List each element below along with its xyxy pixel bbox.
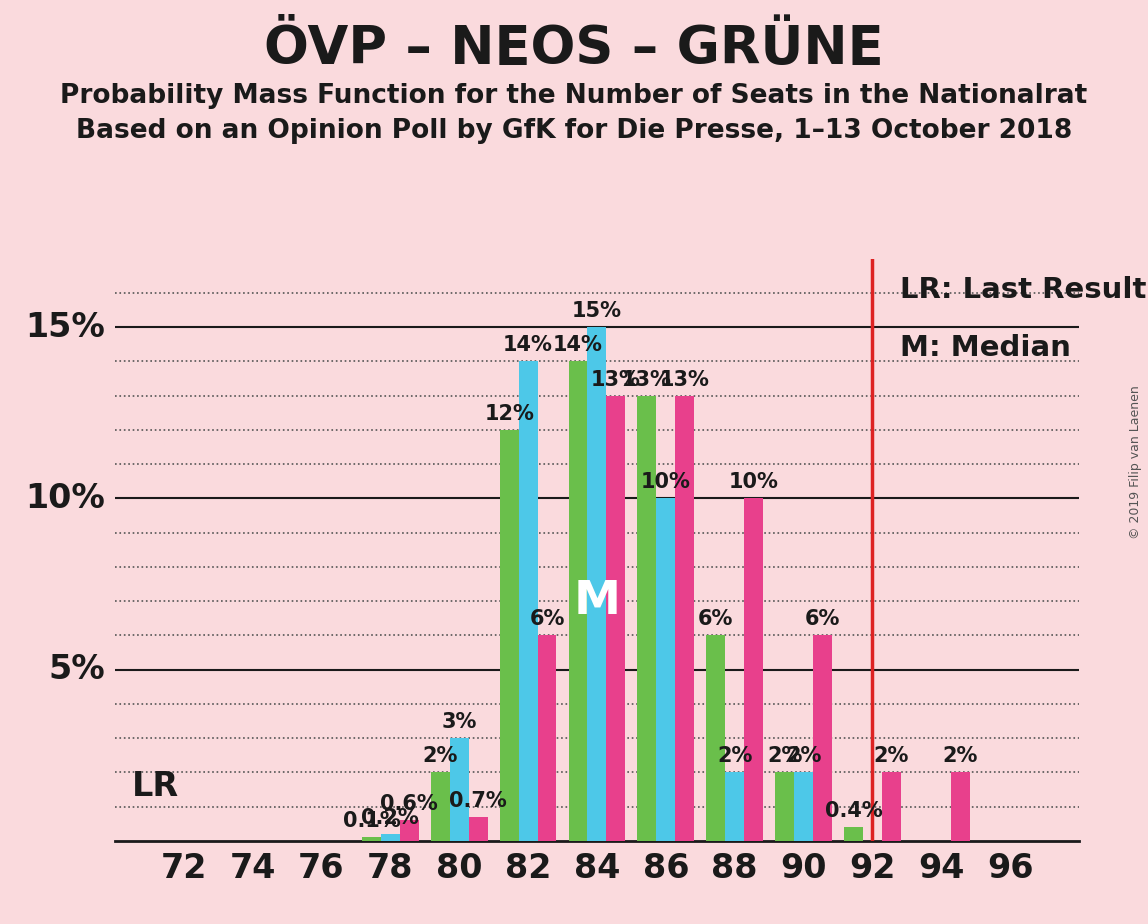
Text: 0.4%: 0.4% [824, 801, 883, 821]
Bar [813, 636, 832, 841]
Text: 2%: 2% [786, 747, 821, 766]
Bar [381, 834, 400, 841]
Bar [775, 772, 794, 841]
Bar [468, 817, 488, 841]
Text: 5%: 5% [48, 653, 106, 687]
Bar [499, 430, 519, 841]
Bar [519, 361, 537, 841]
Text: 14%: 14% [503, 335, 553, 356]
Text: 2%: 2% [943, 747, 978, 766]
Bar [882, 772, 901, 841]
Bar [400, 821, 419, 841]
Text: 0.2%: 0.2% [362, 808, 419, 828]
Bar [568, 361, 588, 841]
Text: 0.6%: 0.6% [380, 794, 439, 814]
Text: Based on an Opinion Poll by GfK for Die Presse, 1–13 October 2018: Based on an Opinion Poll by GfK for Die … [76, 118, 1072, 144]
Bar [726, 772, 744, 841]
Bar [430, 772, 450, 841]
Bar [744, 498, 763, 841]
Bar [362, 837, 381, 841]
Text: © 2019 Filip van Laenen: © 2019 Filip van Laenen [1130, 385, 1142, 539]
Bar [706, 636, 726, 841]
Text: 13%: 13% [622, 370, 672, 390]
Text: 13%: 13% [591, 370, 641, 390]
Text: 2%: 2% [718, 747, 752, 766]
Bar [537, 636, 557, 841]
Text: 13%: 13% [660, 370, 709, 390]
Text: 6%: 6% [529, 609, 565, 629]
Text: 10%: 10% [25, 482, 106, 515]
Bar [450, 738, 468, 841]
Text: 15%: 15% [572, 301, 622, 321]
Bar [675, 395, 695, 841]
Text: M: Median: M: Median [900, 334, 1071, 362]
Text: 6%: 6% [698, 609, 734, 629]
Text: 2%: 2% [422, 747, 458, 766]
Text: 10%: 10% [641, 472, 691, 492]
Text: LR: Last Result: LR: Last Result [900, 276, 1147, 304]
Bar [844, 827, 863, 841]
Bar [637, 395, 657, 841]
Text: 10%: 10% [729, 472, 778, 492]
Text: LR: LR [132, 770, 179, 803]
Bar [657, 498, 675, 841]
Text: 6%: 6% [805, 609, 840, 629]
Text: 0.7%: 0.7% [449, 791, 507, 810]
Bar [606, 395, 626, 841]
Text: Probability Mass Function for the Number of Seats in the Nationalrat: Probability Mass Function for the Number… [61, 83, 1087, 109]
Text: 3%: 3% [442, 712, 476, 732]
Text: 2%: 2% [767, 747, 802, 766]
Bar [794, 772, 813, 841]
Text: 15%: 15% [25, 310, 106, 344]
Bar [588, 327, 606, 841]
Text: ÖVP – NEOS – GRÜNE: ÖVP – NEOS – GRÜNE [264, 23, 884, 75]
Text: 2%: 2% [874, 747, 909, 766]
Text: 12%: 12% [484, 404, 534, 424]
Bar [951, 772, 970, 841]
Text: 14%: 14% [553, 335, 603, 356]
Text: M: M [574, 578, 620, 624]
Text: 0.1%: 0.1% [342, 811, 401, 832]
